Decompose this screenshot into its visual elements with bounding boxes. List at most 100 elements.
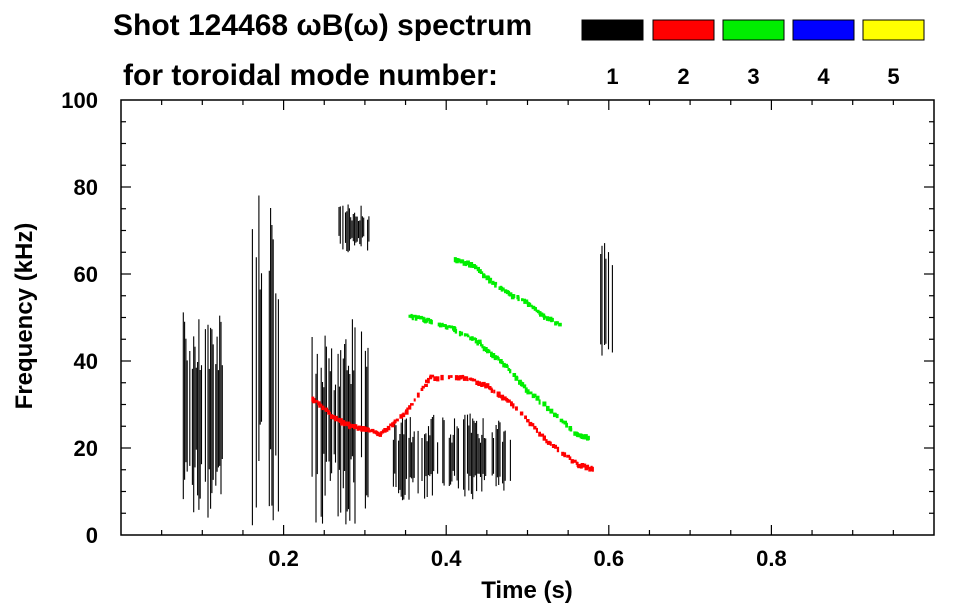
mode-3-point xyxy=(481,344,484,349)
mode-3-point xyxy=(505,290,509,295)
mode-3-point xyxy=(534,307,537,311)
y-tick-label: 40 xyxy=(74,349,98,374)
plot-area xyxy=(182,195,613,526)
mode-2-point xyxy=(440,374,444,381)
mode-3-point xyxy=(479,271,484,274)
mode-3-point xyxy=(509,369,512,374)
mode-3-point xyxy=(482,346,486,352)
mode-2-point xyxy=(493,389,496,394)
mode-3-point xyxy=(545,316,549,321)
axes: 0.2 0.4 0.6 0.8 0 20 40 60 80 100 xyxy=(61,88,934,571)
mode-3-point xyxy=(535,309,538,313)
mode-2-point xyxy=(406,407,409,412)
mode-2-point xyxy=(524,415,527,420)
mode-3-point xyxy=(488,349,491,353)
legend-swatch-4 xyxy=(792,19,855,41)
mode-3-point xyxy=(471,336,474,341)
mode-3-point xyxy=(542,313,546,318)
mode-3-point xyxy=(474,265,478,270)
mode-3-point xyxy=(476,266,480,272)
mode-2-point xyxy=(348,424,351,430)
mode-3-point xyxy=(507,368,511,371)
legend-swatch-2 xyxy=(652,19,715,41)
mode-2-point xyxy=(319,403,323,407)
mode-2-point xyxy=(365,427,369,432)
mode-2-point xyxy=(424,383,428,387)
mode-2-point xyxy=(321,405,325,411)
mode-3-point xyxy=(553,412,556,418)
mode-3-point xyxy=(529,391,533,395)
mode-2-point xyxy=(563,452,567,458)
mode-2-point xyxy=(585,465,588,469)
mode-2-point xyxy=(480,382,483,387)
mode-2-point xyxy=(401,413,406,418)
mode-1-region-6 xyxy=(600,243,613,356)
mode-2-point xyxy=(591,466,594,472)
legend-label-2: 2 xyxy=(677,64,689,89)
mode-2-point xyxy=(582,464,585,468)
mode-2-point xyxy=(416,392,420,398)
mode-2-point xyxy=(328,411,331,415)
chart-title-line2: for toroidal mode number: xyxy=(123,59,498,92)
y-axis-label: Frequency (kHz) xyxy=(11,223,38,410)
mode-3-point xyxy=(523,298,526,304)
mode-2-point xyxy=(383,428,387,433)
mode-3-point xyxy=(458,258,461,261)
mode-2-point xyxy=(380,432,383,435)
mode-2-point xyxy=(538,431,541,437)
series-mode-2 xyxy=(311,374,594,472)
mode-3-point xyxy=(565,422,568,428)
mode-3-point xyxy=(533,393,537,397)
mode-1-region-4 xyxy=(338,204,370,253)
mode-2-point xyxy=(486,383,489,388)
mode-2-point xyxy=(425,379,429,383)
mode-3-point xyxy=(489,277,493,281)
mode-2-point xyxy=(469,377,473,381)
mode-3-point xyxy=(483,274,486,279)
mode-2-point xyxy=(556,446,560,453)
mode-2-point xyxy=(481,381,486,387)
mode-2-point xyxy=(386,425,391,431)
mode-2-point xyxy=(314,400,319,403)
mode-2-point xyxy=(332,415,336,420)
mode-2-point xyxy=(508,399,511,403)
legend-swatch-5 xyxy=(862,19,925,41)
mode-2-point xyxy=(389,423,393,426)
mode-2-point xyxy=(420,387,424,391)
mode-3-point xyxy=(463,333,467,337)
mode-2-point xyxy=(519,411,524,416)
mode-2-point xyxy=(353,424,357,430)
x-axis-label: Time (s) xyxy=(481,577,573,604)
mode-2-point xyxy=(540,433,545,437)
mode-3-point xyxy=(462,261,466,266)
mode-1-region-5 xyxy=(392,413,511,501)
mode-3-point xyxy=(502,287,505,291)
mode-3-point xyxy=(446,325,449,330)
mode-3-point xyxy=(469,336,473,341)
mode-2-point xyxy=(566,454,570,458)
mode-3-point xyxy=(521,382,525,387)
mode-2-point xyxy=(334,416,337,420)
mode-2-point xyxy=(570,459,574,464)
mode-2-point xyxy=(531,423,535,427)
x-tick-label: 0.4 xyxy=(431,546,462,571)
mode-2-point xyxy=(471,378,474,382)
mode-3-point xyxy=(412,314,417,318)
mode-3-point xyxy=(561,420,565,424)
mode-2-point xyxy=(433,376,438,381)
plot-frame xyxy=(120,99,935,536)
mode-2-point xyxy=(512,403,515,409)
mode-2-point xyxy=(497,392,501,398)
mode-2-point xyxy=(526,419,530,423)
mode-2-point xyxy=(506,399,509,403)
mode-2-point xyxy=(490,388,494,393)
mode-2-point xyxy=(361,426,365,432)
mode-3-point xyxy=(458,330,462,337)
mode-3-point xyxy=(491,280,495,285)
mode-3-point xyxy=(563,420,567,425)
mode-2-point xyxy=(399,414,404,419)
mode-3-point xyxy=(465,333,469,336)
legend: 1 2 3 4 5 xyxy=(581,19,925,89)
mode-2-point xyxy=(535,427,538,433)
mode-3-point xyxy=(444,324,447,330)
